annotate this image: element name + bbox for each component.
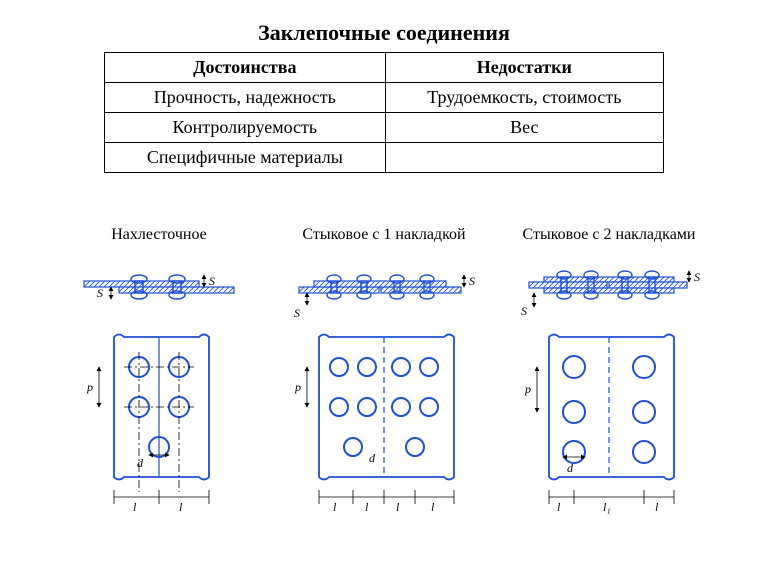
dim-d: d <box>137 456 144 470</box>
diagram-label: Стыковое с 2 накладками <box>523 213 696 257</box>
page-title: Заклепочные соединения <box>30 20 738 46</box>
cell: Контролируемость <box>105 113 386 143</box>
dim-l: l <box>557 500 561 514</box>
table-row: Прочность, надежность Трудоемкость, стои… <box>105 83 664 113</box>
diagram-svg: S S p d <box>279 257 489 517</box>
dim-S: S <box>521 304 527 318</box>
dim-l: l <box>179 500 183 514</box>
header-advantages: Достоинства <box>105 53 386 83</box>
diagram-butt-1strap: Стыковое с 1 накладкой S S <box>279 213 489 517</box>
table-row: Специфичные материалы <box>105 143 664 173</box>
comparison-table: Достоинства Недостатки Прочность, надежн… <box>104 52 664 173</box>
dim-p: p <box>86 380 93 394</box>
dim-S: S <box>694 270 700 284</box>
diagram-label: Нахлесточное <box>111 213 207 257</box>
cell: Специфичные материалы <box>105 143 386 173</box>
dim-p: p <box>524 382 531 396</box>
diagram-label: Стыковое с 1 накладкой <box>302 213 465 257</box>
dim-l: l <box>655 500 659 514</box>
dim-l: l <box>365 500 369 514</box>
dim-d: d <box>369 451 376 465</box>
table-row: Контролируемость Вес <box>105 113 664 143</box>
cell: Прочность, надежность <box>105 83 386 113</box>
dim-S: S <box>294 306 300 320</box>
dim-l1: l₁ <box>603 500 611 514</box>
cell: Трудоемкость, стоимость <box>385 83 663 113</box>
dim-l: l <box>431 500 435 514</box>
cell <box>385 143 663 173</box>
dim-S: S <box>97 286 103 300</box>
dim-l: l <box>396 500 400 514</box>
dim-l: l <box>133 500 137 514</box>
dim-l: l <box>333 500 337 514</box>
dim-S: S <box>209 274 215 288</box>
dim-d: d <box>567 461 574 475</box>
diagram-svg: S S p d <box>509 257 709 517</box>
diagram-row: Нахлесточное <box>30 213 738 517</box>
cell: Вес <box>385 113 663 143</box>
dim-p: p <box>294 380 301 394</box>
header-disadvantages: Недостатки <box>385 53 663 83</box>
diagram-lap-joint: Нахлесточное <box>59 213 259 517</box>
dim-S: S <box>469 274 475 288</box>
diagram-svg: S S p <box>59 257 259 517</box>
diagram-butt-2strap: Стыковое с 2 накладками S S <box>509 213 709 517</box>
